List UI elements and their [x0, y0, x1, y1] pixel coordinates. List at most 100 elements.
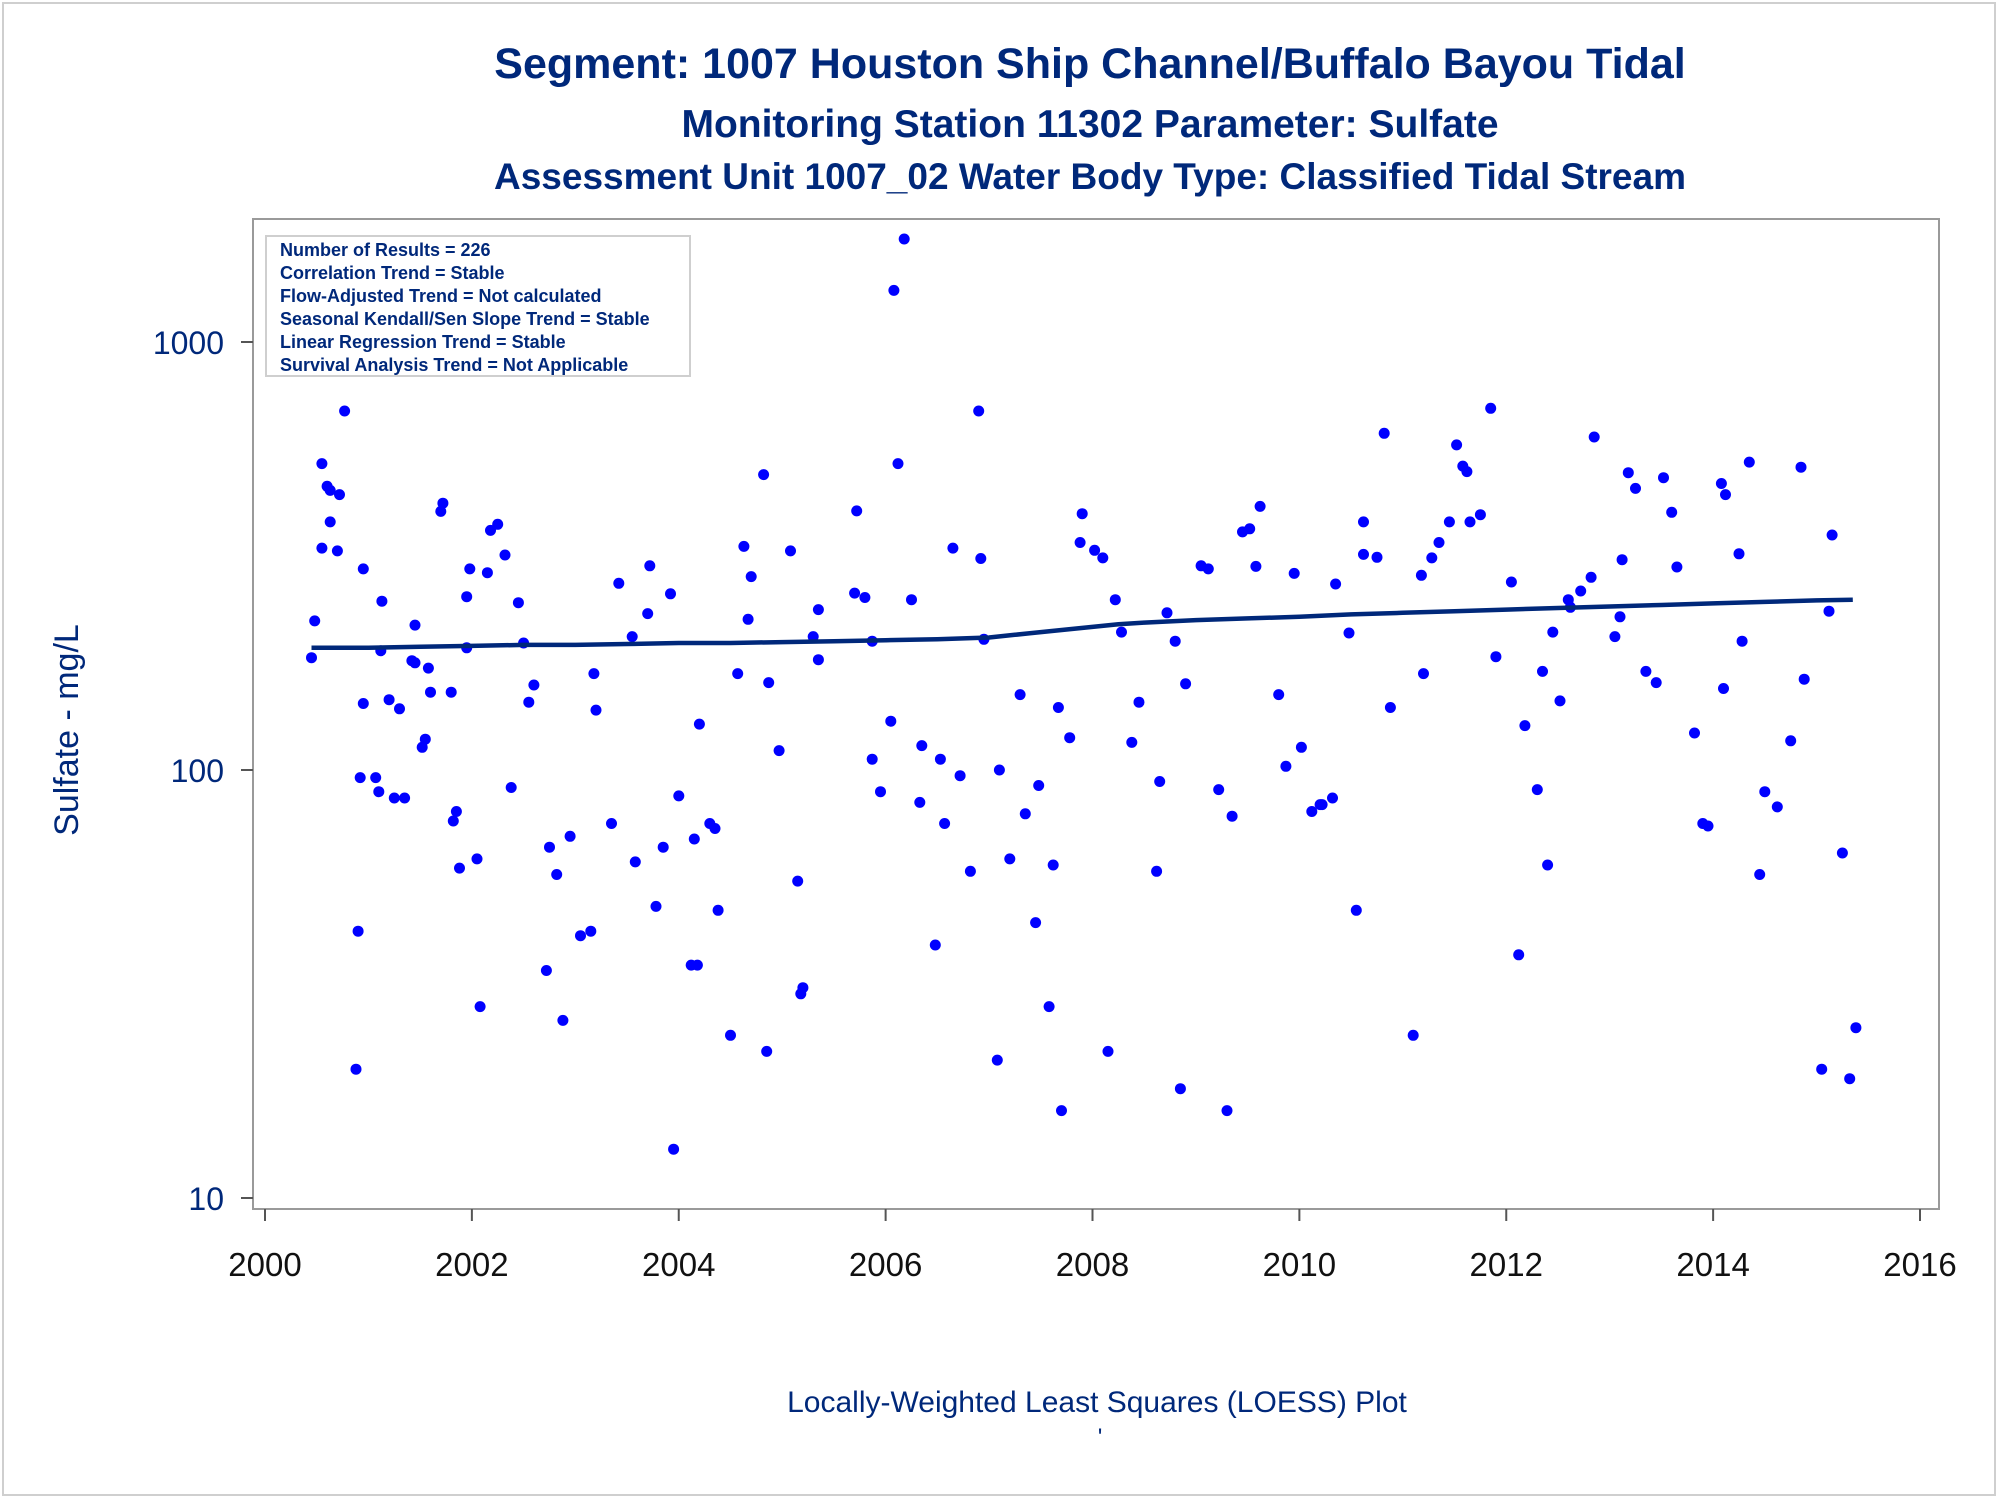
data-point	[1513, 949, 1525, 961]
data-point	[626, 631, 638, 643]
data-point	[1295, 741, 1307, 753]
data-point	[1116, 626, 1127, 638]
data-point	[1505, 576, 1517, 588]
data-point	[1588, 431, 1600, 443]
data-point	[1464, 516, 1476, 528]
data-point	[316, 458, 328, 470]
data-point	[1650, 677, 1662, 689]
data-point	[1407, 1029, 1419, 1041]
data-point	[512, 597, 524, 609]
stats-line: Survival Analysis Trend = Not Applicable	[280, 355, 628, 375]
data-point	[1718, 683, 1729, 694]
data-point	[1616, 554, 1628, 566]
data-point	[1064, 732, 1076, 744]
stats-line: Flow-Adjusted Trend = Not calculated	[280, 286, 602, 306]
data-point	[732, 668, 744, 680]
data-point	[544, 841, 555, 853]
x-axis: 2000 2002 2004 2006 2008 2010 2012 2014 2016	[228, 1208, 1957, 1283]
data-point	[437, 497, 449, 509]
y-axis: 10 100 1000	[153, 219, 254, 1217]
data-point	[357, 698, 369, 709]
data-point	[1202, 563, 1214, 575]
data-point	[350, 1063, 362, 1075]
data-point	[1736, 635, 1748, 647]
data-point	[447, 815, 459, 827]
data-point	[1316, 799, 1328, 811]
data-point	[1630, 482, 1641, 494]
data-point	[409, 619, 421, 631]
data-point	[492, 518, 504, 530]
data-point	[1371, 551, 1383, 563]
data-point	[964, 865, 976, 877]
data-point	[763, 677, 775, 689]
data-point	[1343, 627, 1355, 639]
data-point	[450, 806, 462, 817]
data-point	[725, 1029, 736, 1041]
data-point	[973, 405, 985, 417]
x-tick-label: 2016	[1883, 1246, 1956, 1283]
data-point	[1795, 461, 1807, 473]
data-point	[422, 662, 434, 674]
data-point	[1702, 820, 1714, 832]
data-point	[309, 615, 321, 627]
chart-footnote: Locally-Weighted Least Squares (LOESS) P…	[787, 1386, 1407, 1419]
data-point	[642, 608, 654, 620]
data-point	[474, 1001, 486, 1013]
data-point	[758, 469, 770, 481]
data-point	[785, 545, 796, 557]
data-point	[1358, 548, 1369, 560]
data-point	[993, 764, 1005, 776]
data-point	[954, 770, 966, 782]
y-tick-label: 10	[188, 1181, 224, 1217]
data-point	[934, 753, 946, 765]
plot-area	[252, 218, 1940, 1210]
x-tick-label: 2010	[1263, 1246, 1336, 1283]
data-point	[1306, 806, 1318, 817]
stats-line: Correlation Trend = Stable	[280, 263, 505, 283]
data-point	[797, 982, 809, 994]
data-point	[888, 284, 900, 296]
data-point	[370, 772, 382, 784]
data-point	[1850, 1022, 1862, 1034]
data-point	[1350, 904, 1362, 916]
x-tick-label: 2012	[1470, 1246, 1543, 1283]
data-point	[551, 869, 563, 880]
data-point	[1254, 500, 1266, 512]
data-point	[916, 740, 928, 752]
data-point	[1519, 720, 1531, 732]
data-point	[373, 786, 385, 798]
data-point	[875, 786, 886, 798]
data-point	[947, 542, 959, 554]
data-point	[1554, 695, 1566, 707]
stats-line: Linear Regression Trend = Stable	[280, 332, 566, 352]
x-tick-label: 2004	[642, 1246, 715, 1283]
data-point	[485, 524, 496, 536]
data-point	[471, 853, 483, 865]
data-point	[1043, 1001, 1055, 1013]
data-point	[505, 782, 517, 793]
data-point	[1771, 801, 1783, 813]
data-point	[991, 1054, 1003, 1066]
data-point	[399, 792, 411, 804]
data-point	[929, 939, 941, 951]
loess-curve-layer	[311, 597, 1853, 651]
data-point	[1798, 673, 1810, 685]
data-point	[1151, 865, 1163, 877]
data-point	[445, 686, 457, 698]
data-point	[906, 594, 917, 606]
data-point	[454, 862, 465, 874]
data-point	[1461, 466, 1473, 478]
data-point	[693, 718, 705, 730]
data-point	[1180, 678, 1192, 690]
data-point	[1288, 567, 1300, 579]
data-point	[1221, 1105, 1233, 1117]
chart-footnote-mark: '	[1098, 1424, 1103, 1451]
data-point	[691, 959, 703, 971]
data-point	[1330, 578, 1342, 590]
chart-subtitle-2: Assessment Unit 1007_02 Water Body Type:…	[494, 156, 1686, 197]
data-point	[1378, 427, 1390, 439]
x-tick-label: 2008	[1056, 1246, 1129, 1283]
data-point	[1433, 537, 1445, 548]
data-point	[1161, 607, 1173, 619]
data-point	[665, 588, 676, 600]
